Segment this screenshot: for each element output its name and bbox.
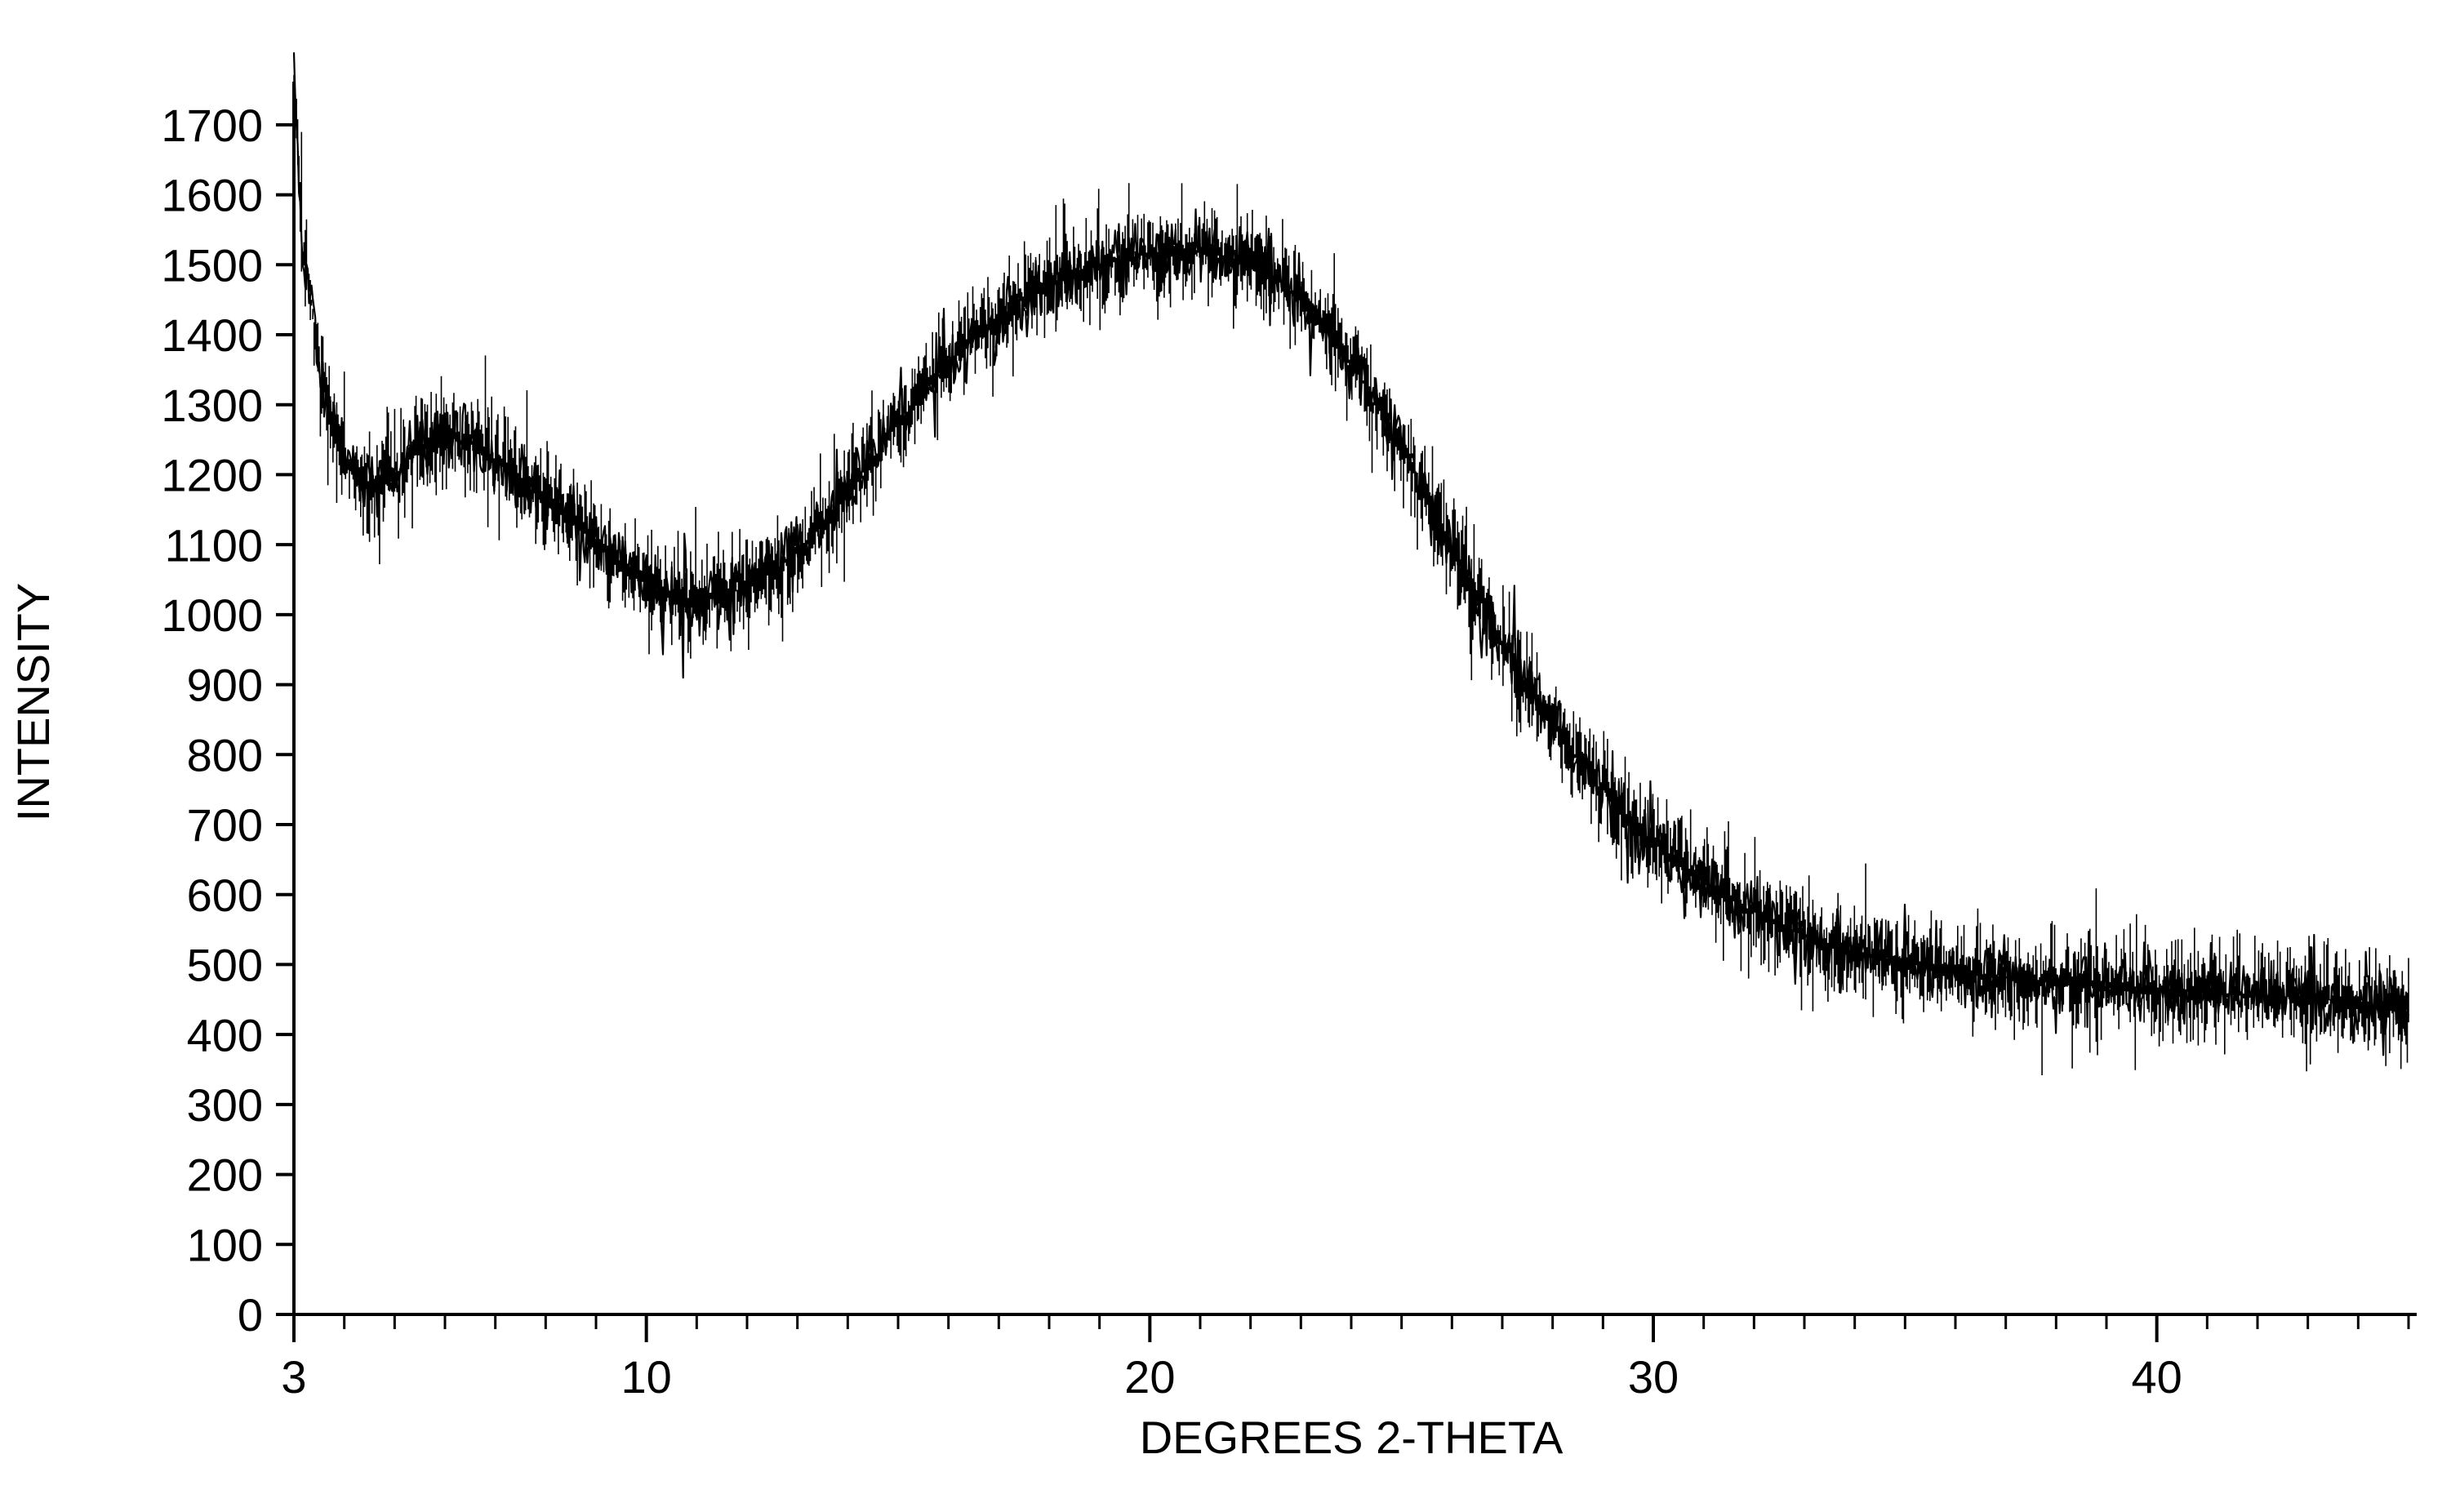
y-tick-label: 1300 bbox=[161, 380, 263, 431]
y-tick-label: 900 bbox=[187, 660, 263, 711]
xrd-chart: 0 100 200 300 400 500 600 700 800 900 1000 1100 1200… bbox=[0, 0, 2451, 1512]
x-axis-label: DEGREES 2-THETA bbox=[1140, 1412, 1564, 1463]
chart-svg: 0 100 200 300 400 500 600 700 800 900 1000 1100 1200… bbox=[0, 0, 2451, 1512]
y-tick-label: 1200 bbox=[161, 450, 263, 501]
x-tick-label: 30 bbox=[1628, 1351, 1679, 1403]
y-tick-label: 400 bbox=[187, 1009, 263, 1061]
y-tick-label: 1600 bbox=[161, 170, 263, 221]
y-tick-label: 200 bbox=[187, 1150, 263, 1201]
y-tick-label: 500 bbox=[187, 940, 263, 991]
x-tick-label: 10 bbox=[621, 1351, 672, 1403]
x-tick-label: 40 bbox=[2132, 1351, 2182, 1403]
chart-background bbox=[0, 0, 2451, 1512]
y-axis-label: INTENSITY bbox=[7, 583, 59, 821]
y-tick-label: 0 bbox=[238, 1289, 263, 1341]
y-tick-label: 700 bbox=[187, 799, 263, 851]
y-tick-label: 600 bbox=[187, 869, 263, 921]
x-tick-label: 3 bbox=[281, 1351, 306, 1403]
y-tick-label: 300 bbox=[187, 1079, 263, 1131]
y-tick-label: 1700 bbox=[161, 100, 263, 151]
y-tick-label: 1400 bbox=[161, 309, 263, 361]
y-tick-label: 100 bbox=[187, 1219, 263, 1270]
x-tick-label: 20 bbox=[1124, 1351, 1175, 1403]
y-tick-label: 1100 bbox=[165, 519, 263, 571]
y-tick-label: 800 bbox=[187, 729, 263, 780]
y-tick-label: 1000 bbox=[161, 589, 263, 641]
y-tick-label: 1500 bbox=[161, 239, 263, 291]
